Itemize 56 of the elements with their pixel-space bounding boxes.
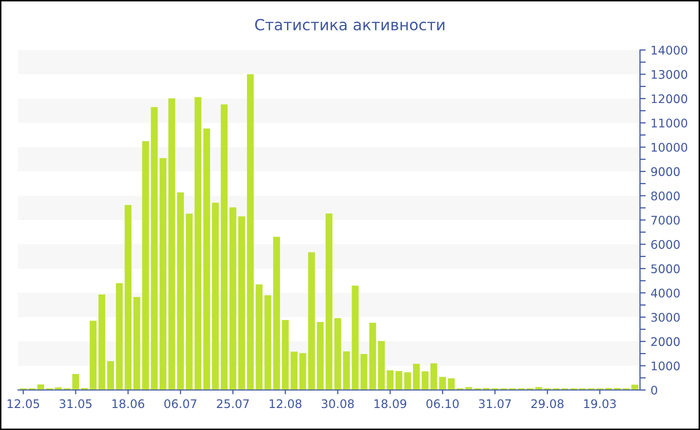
bar (299, 353, 306, 390)
x-tick-label: 31.07 (478, 399, 511, 408)
bar (326, 213, 332, 390)
x-tick-label: 12.05 (8, 399, 40, 408)
y-tick-label: 11000 (652, 118, 688, 128)
bar (316, 322, 324, 390)
bar (194, 97, 202, 390)
bar (334, 318, 342, 390)
x-tick-label: 06.07 (164, 399, 196, 408)
bar (430, 363, 438, 390)
bar (220, 104, 228, 390)
bar (360, 354, 368, 390)
x-tick-label: 25.07 (216, 399, 249, 408)
y-tick-label: 14000 (652, 46, 688, 55)
y-tick-label: 4000 (650, 288, 680, 298)
y-tick-label: 13000 (652, 70, 688, 79)
x-tick-label: 30.08 (322, 399, 354, 408)
bar (160, 158, 166, 390)
y-tick-label: 6000 (651, 240, 680, 249)
y-tick-label: 2000 (651, 337, 680, 346)
bar (124, 204, 132, 390)
y-tick-label: 9000 (651, 167, 680, 176)
y-tick-label: 3000 (651, 312, 680, 322)
x-tick-label: 06.10 (426, 399, 459, 408)
bar (212, 202, 219, 390)
y-tick-label: 0 (651, 386, 658, 395)
bar (448, 378, 455, 390)
y-tick-label: 8000 (651, 191, 680, 200)
y-tick-label: 10000 (652, 142, 688, 152)
bar (186, 214, 193, 390)
bar (369, 322, 376, 390)
x-tick-label: 18.06 (112, 399, 144, 408)
bar (72, 374, 80, 390)
chart-title: Статистика активности (255, 18, 444, 30)
bar (116, 283, 123, 390)
y-tick-label: 7000 (651, 216, 680, 225)
bar (290, 352, 298, 390)
y-tick-label: 12000 (652, 94, 688, 104)
bar (133, 296, 140, 390)
bar (203, 128, 210, 390)
bar (343, 351, 350, 390)
bar (282, 320, 289, 390)
x-tick-label: 31.05 (60, 399, 92, 408)
x-tick-label: 29.08 (531, 399, 564, 408)
bar (352, 286, 359, 390)
bar (439, 376, 446, 390)
bar (168, 98, 176, 390)
bar (177, 192, 184, 390)
bar (150, 107, 158, 390)
x-tick-label: 12.08 (270, 399, 302, 408)
bar (142, 141, 149, 390)
y-tick-label: 1000 (652, 361, 680, 370)
y-tick-label: 5000 (651, 264, 680, 274)
bar (308, 252, 315, 390)
x-tick-label: 19.03 (584, 399, 616, 408)
x-tick-label: 18.09 (374, 399, 406, 408)
